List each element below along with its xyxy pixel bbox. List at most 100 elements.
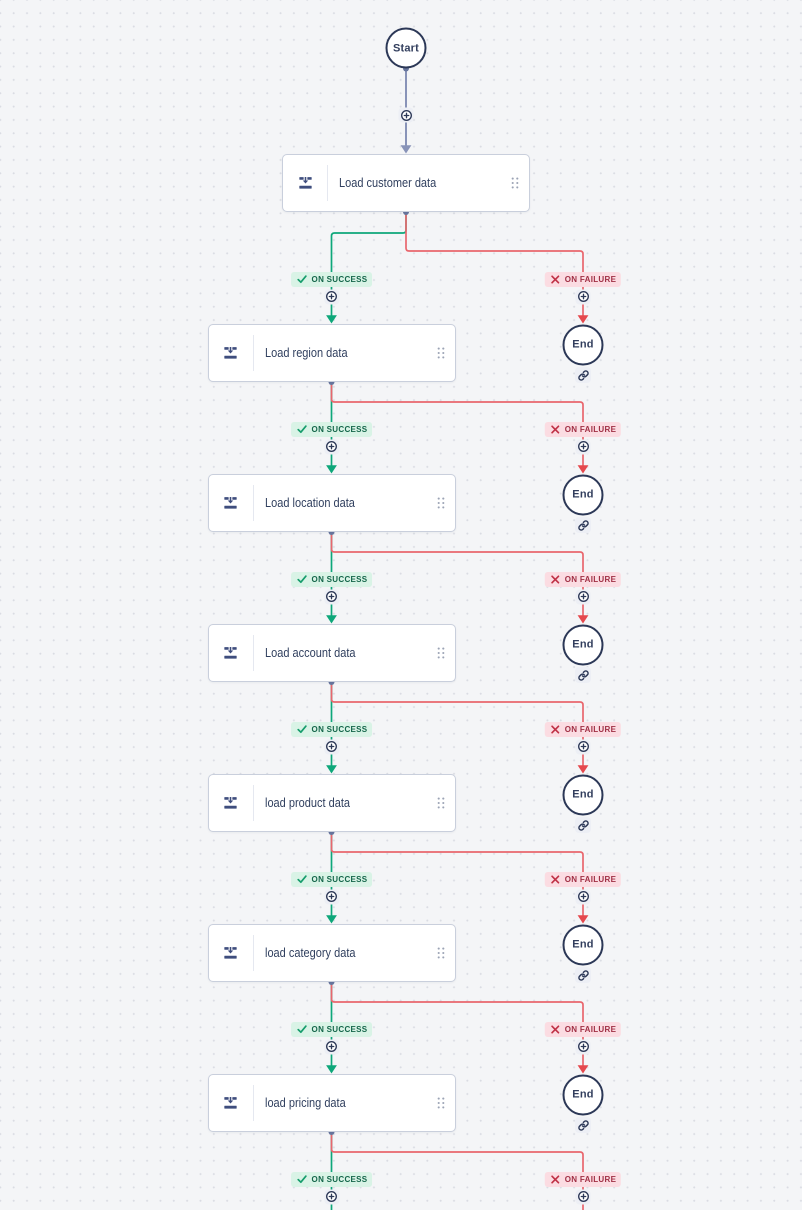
add-step-button[interactable] xyxy=(324,1189,339,1204)
add-step-button[interactable] xyxy=(324,439,339,454)
arrowhead xyxy=(577,315,589,324)
plus-circle-icon xyxy=(577,741,589,752)
add-step-button[interactable] xyxy=(575,439,591,454)
drag-handle-icon[interactable] xyxy=(437,1097,445,1109)
end-node[interactable]: End xyxy=(562,624,604,665)
arrowhead xyxy=(577,615,589,624)
link-button[interactable] xyxy=(575,967,591,983)
plus-circle-icon xyxy=(326,291,337,302)
task-icon-cell xyxy=(209,775,253,831)
edge-on-failure xyxy=(330,982,584,1066)
on-failure-badge: ON FAILURE xyxy=(544,1172,622,1187)
task-label: Load customer data xyxy=(339,176,437,190)
add-step-button[interactable] xyxy=(324,739,339,754)
load-data-icon xyxy=(224,647,237,659)
drag-handle-icon[interactable] xyxy=(437,497,445,509)
end-node[interactable]: End xyxy=(562,324,604,365)
arrowhead xyxy=(400,145,412,154)
task-label: load pricing data xyxy=(264,1096,346,1110)
end-node[interactable]: End xyxy=(562,774,604,815)
on-success-label: ON SUCCESS xyxy=(311,1175,368,1184)
add-step-button[interactable] xyxy=(324,1039,339,1054)
on-failure-label: ON FAILURE xyxy=(564,1025,617,1034)
load-data-icon xyxy=(224,347,237,359)
x-icon xyxy=(551,575,560,584)
edge-on-failure xyxy=(330,1132,584,1210)
task-node[interactable]: Load region data xyxy=(207,324,456,382)
end-node[interactable]: End xyxy=(562,1074,604,1115)
add-step-button[interactable] xyxy=(324,889,339,904)
drag-handle-icon[interactable] xyxy=(511,177,519,189)
load-data-icon xyxy=(298,177,312,189)
arrowhead xyxy=(577,765,589,774)
check-icon xyxy=(296,1175,307,1184)
on-failure-label: ON FAILURE xyxy=(564,425,617,434)
task-node[interactable]: load category data xyxy=(207,924,456,982)
add-step-button[interactable] xyxy=(398,107,414,123)
link-button[interactable] xyxy=(575,517,591,533)
x-icon xyxy=(551,725,560,734)
task-node[interactable]: Load location data xyxy=(207,474,456,532)
link-icon xyxy=(577,519,589,531)
circle-node-label: End xyxy=(572,938,594,951)
check-icon xyxy=(296,575,307,584)
task-divider xyxy=(327,165,328,201)
plus-circle-icon xyxy=(326,591,337,602)
add-step-button[interactable] xyxy=(575,889,591,904)
on-failure-badge: ON FAILURE xyxy=(544,422,622,437)
on-success-label: ON SUCCESS xyxy=(311,425,368,434)
link-button[interactable] xyxy=(575,1117,591,1133)
add-step-button[interactable] xyxy=(575,1039,591,1054)
task-icon-cell xyxy=(283,155,327,211)
circle-node-label: End xyxy=(572,1088,594,1101)
plus-circle-icon xyxy=(400,109,412,121)
on-success-label: ON SUCCESS xyxy=(311,1025,368,1034)
end-node[interactable]: End xyxy=(562,924,604,965)
add-step-button[interactable] xyxy=(324,289,339,304)
task-node[interactable]: load pricing data xyxy=(207,1074,456,1132)
drag-handle-icon[interactable] xyxy=(437,947,445,959)
on-failure-label: ON FAILURE xyxy=(564,725,617,734)
add-step-button[interactable] xyxy=(575,739,591,754)
add-step-button[interactable] xyxy=(324,589,339,604)
link-icon xyxy=(577,369,589,381)
on-success-label: ON SUCCESS xyxy=(311,275,368,284)
load-data-icon xyxy=(224,947,237,959)
link-icon xyxy=(577,1119,589,1131)
check-icon xyxy=(296,425,307,434)
task-node[interactable]: Load customer data xyxy=(282,154,530,212)
x-icon xyxy=(551,1175,560,1184)
link-icon xyxy=(577,819,589,831)
x-icon xyxy=(551,875,560,884)
link-button[interactable] xyxy=(575,667,591,683)
arrowhead xyxy=(326,615,337,624)
on-failure-badge: ON FAILURE xyxy=(544,722,622,737)
link-icon xyxy=(577,969,589,981)
arrowhead xyxy=(577,465,589,474)
link-button[interactable] xyxy=(575,367,591,383)
end-node[interactable]: End xyxy=(562,474,604,515)
plus-circle-icon xyxy=(577,291,589,302)
plus-circle-icon xyxy=(577,1041,589,1052)
drag-handle-icon[interactable] xyxy=(437,647,445,659)
task-node[interactable]: Load account data xyxy=(207,624,456,682)
task-divider xyxy=(252,635,254,671)
on-success-badge: ON SUCCESS xyxy=(290,872,373,887)
task-divider xyxy=(252,935,254,971)
task-node[interactable]: load product data xyxy=(207,774,456,832)
circle-node-label: End xyxy=(572,788,594,801)
plus-circle-icon xyxy=(577,1191,589,1202)
task-icon-cell xyxy=(209,925,253,981)
link-button[interactable] xyxy=(575,817,591,833)
circle-node-label: End xyxy=(572,488,594,501)
plus-circle-icon xyxy=(326,1191,337,1202)
arrowhead xyxy=(326,465,337,474)
drag-handle-icon[interactable] xyxy=(437,347,445,359)
start-node[interactable]: Start xyxy=(385,27,427,69)
arrowhead xyxy=(326,915,337,924)
drag-handle-icon[interactable] xyxy=(437,797,445,809)
add-step-button[interactable] xyxy=(575,289,591,304)
add-step-button[interactable] xyxy=(575,589,591,604)
check-icon xyxy=(296,275,307,284)
add-step-button[interactable] xyxy=(575,1189,591,1204)
